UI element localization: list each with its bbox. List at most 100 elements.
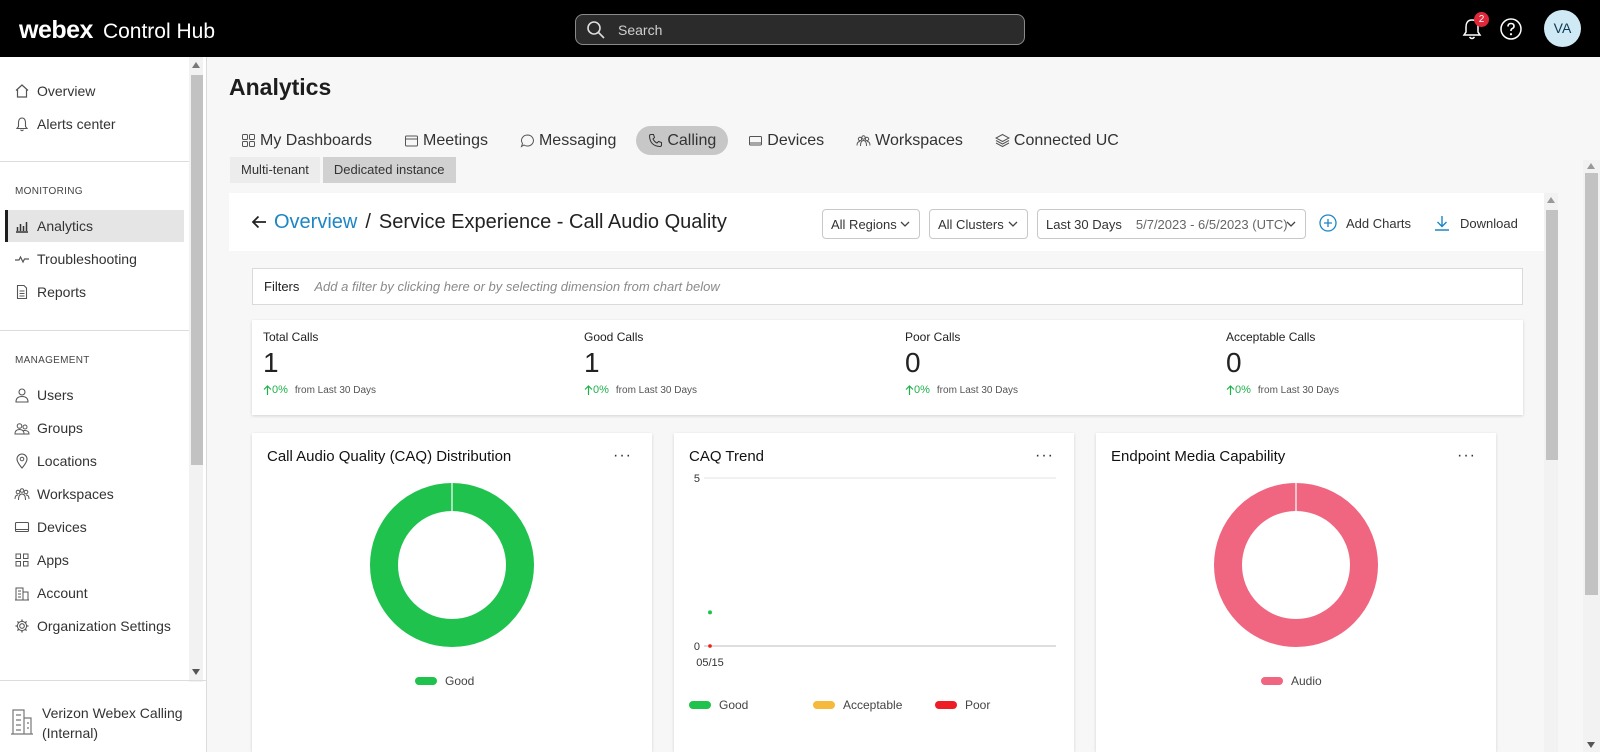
scroll-down-arrow-icon[interactable] xyxy=(1587,742,1595,748)
tab-meetings[interactable]: Meetings xyxy=(392,126,500,155)
phone-icon xyxy=(649,134,663,148)
tab-label: Messaging xyxy=(538,131,617,149)
arrow-up-icon xyxy=(1226,385,1235,395)
back-arrow-icon[interactable] xyxy=(251,214,267,230)
stat-good-calls: Good Calls 1 0% from Last 30 Days xyxy=(584,330,884,396)
download-label: Download xyxy=(1460,215,1518,231)
tab-label: Meetings xyxy=(423,131,488,149)
scroll-up-arrow-icon[interactable] xyxy=(192,62,200,68)
tab-label: Calling xyxy=(667,131,717,149)
legend-item-good[interactable]: Good xyxy=(689,698,748,712)
sidebar-item-label: Users xyxy=(37,387,74,403)
bell-icon xyxy=(15,117,29,132)
stat-change-period: from Last 30 Days xyxy=(1257,384,1340,396)
point-good[interactable] xyxy=(708,610,712,615)
more-options-button[interactable]: ··· xyxy=(1035,447,1054,464)
point-poor[interactable] xyxy=(708,644,712,648)
endpoint-media-donut[interactable] xyxy=(1206,475,1386,655)
sidebar-item-label: Groups xyxy=(37,420,83,436)
org-name: Verizon Webex Calling (Internal) xyxy=(42,705,183,741)
brand[interactable]: webex Control Hub xyxy=(19,16,215,45)
sidebar-item-alerts-center[interactable]: Alerts center xyxy=(14,108,184,140)
scroll-down-arrow-icon[interactable] xyxy=(192,669,200,675)
legend-label: Audio xyxy=(1291,674,1322,688)
sidebar-item-users[interactable]: Users xyxy=(14,379,184,411)
help-icon[interactable] xyxy=(1499,17,1523,41)
sidebar-scrollbar-thumb[interactable] xyxy=(191,75,203,465)
scroll-up-arrow-icon[interactable] xyxy=(1587,163,1595,169)
breadcrumb-overview-link[interactable]: Overview xyxy=(274,211,358,233)
chart-icon xyxy=(16,222,28,233)
tab-workspaces[interactable]: Workspaces xyxy=(844,126,975,155)
scroll-up-arrow-icon[interactable] xyxy=(1547,197,1555,203)
account-icon xyxy=(15,587,29,601)
filters-input[interactable]: Add a filter by clicking here or by sele… xyxy=(314,279,720,294)
user-avatar[interactable]: VA xyxy=(1544,10,1581,47)
regions-dropdown[interactable]: All Regions xyxy=(822,209,920,239)
chevron-down-icon xyxy=(900,221,910,227)
legend-swatch xyxy=(689,701,711,709)
search-input[interactable] xyxy=(618,21,998,38)
stat-value: 0 xyxy=(905,347,921,378)
workspace-icon xyxy=(856,135,871,147)
legend-item-audio[interactable]: Audio xyxy=(1261,674,1322,688)
date-range-dropdown[interactable]: Last 30 Days 5/7/2023 - 6/5/2023 (UTC) xyxy=(1037,209,1306,239)
stat-change: 0% from Last 30 Days xyxy=(584,384,884,396)
more-options-button[interactable]: ··· xyxy=(613,447,632,464)
sidebar-item-apps[interactable]: Apps xyxy=(14,544,184,576)
subtab-dedicated-instance[interactable]: Dedicated instance xyxy=(322,157,456,183)
legend-item-acceptable[interactable]: Acceptable xyxy=(813,698,902,712)
sidebar-item-label: Organization Settings xyxy=(37,618,171,634)
sidebar-item-overview[interactable]: Overview xyxy=(14,75,184,107)
sidebar-item-groups[interactable]: Groups xyxy=(14,412,184,444)
donut-slice-audio[interactable] xyxy=(1214,483,1378,647)
stat-total-calls: Total Calls 1 0% from Last 30 Days xyxy=(263,330,563,396)
tab-devices[interactable]: Devices xyxy=(736,126,836,155)
sidebar-divider xyxy=(0,330,189,331)
sidebar-item-label: Reports xyxy=(37,284,87,300)
donut-slice-good[interactable] xyxy=(370,483,534,647)
sidebar-item-label: Overview xyxy=(37,83,96,99)
org-switcher[interactable]: Verizon Webex Calling (Internal) xyxy=(10,703,192,743)
sidebar-item-account[interactable]: Account xyxy=(14,577,184,609)
sidebar-item-organization-settings[interactable]: Organization Settings xyxy=(14,610,184,642)
date-range-label: Last 30 Days xyxy=(1046,216,1122,232)
chart-title: Call Audio Quality (CAQ) Distribution xyxy=(267,448,512,465)
sidebar-item-analytics[interactable]: Analytics xyxy=(5,210,184,242)
stat-poor-calls: Poor Calls 0 0% from Last 30 Days xyxy=(905,330,1205,396)
stat-label: Poor Calls xyxy=(905,330,961,344)
more-options-button[interactable]: ··· xyxy=(1457,447,1476,464)
add-charts-button[interactable]: Add Charts xyxy=(1319,214,1411,232)
sidebar-item-troubleshooting[interactable]: Troubleshooting xyxy=(14,243,184,275)
panel-scrollbar-thumb[interactable] xyxy=(1546,210,1558,460)
apps-grid-icon xyxy=(15,553,29,567)
message-icon xyxy=(520,134,534,148)
caq-distribution-donut[interactable] xyxy=(362,475,542,655)
stat-change: 0% from Last 30 Days xyxy=(263,384,563,396)
download-button[interactable]: Download xyxy=(1433,214,1518,232)
tab-calling[interactable]: Calling xyxy=(636,126,729,155)
sidebar-item-devices[interactable]: Devices xyxy=(14,511,184,543)
subtab-multi-tenant[interactable]: Multi-tenant xyxy=(230,157,320,183)
dashboard-panel: Overview / Service Experience - Call Aud… xyxy=(229,193,1546,752)
sidebar-item-workspaces[interactable]: Workspaces xyxy=(14,478,184,510)
tab-my-dashboards[interactable]: My Dashboards xyxy=(229,126,384,155)
sidebar-item-label: Apps xyxy=(37,552,69,568)
caq-trend-plot[interactable]: 0 5 05/15 xyxy=(674,463,1074,678)
breadcrumb-separator: / xyxy=(365,211,371,233)
tab-messaging[interactable]: Messaging xyxy=(508,126,628,155)
tab-label: Devices xyxy=(767,131,825,149)
layers-icon xyxy=(994,133,1010,148)
stat-change-period: from Last 30 Days xyxy=(615,384,698,396)
section-label-management: MANAGEMENT xyxy=(15,355,90,366)
tab-connected-uc[interactable]: Connected UC xyxy=(983,126,1131,155)
stat-change-period: from Last 30 Days xyxy=(294,384,377,396)
search-box[interactable] xyxy=(575,14,1025,45)
sidebar-item-reports[interactable]: Reports xyxy=(14,276,184,308)
legend-item-good[interactable]: Good xyxy=(415,674,474,688)
page-scrollbar-thumb[interactable] xyxy=(1585,173,1598,595)
sidebar-item-locations[interactable]: Locations xyxy=(14,445,184,477)
filters-bar[interactable]: Filters Add a filter by clicking here or… xyxy=(252,268,1523,305)
clusters-dropdown[interactable]: All Clusters xyxy=(929,209,1028,239)
legend-item-poor[interactable]: Poor xyxy=(935,698,990,712)
